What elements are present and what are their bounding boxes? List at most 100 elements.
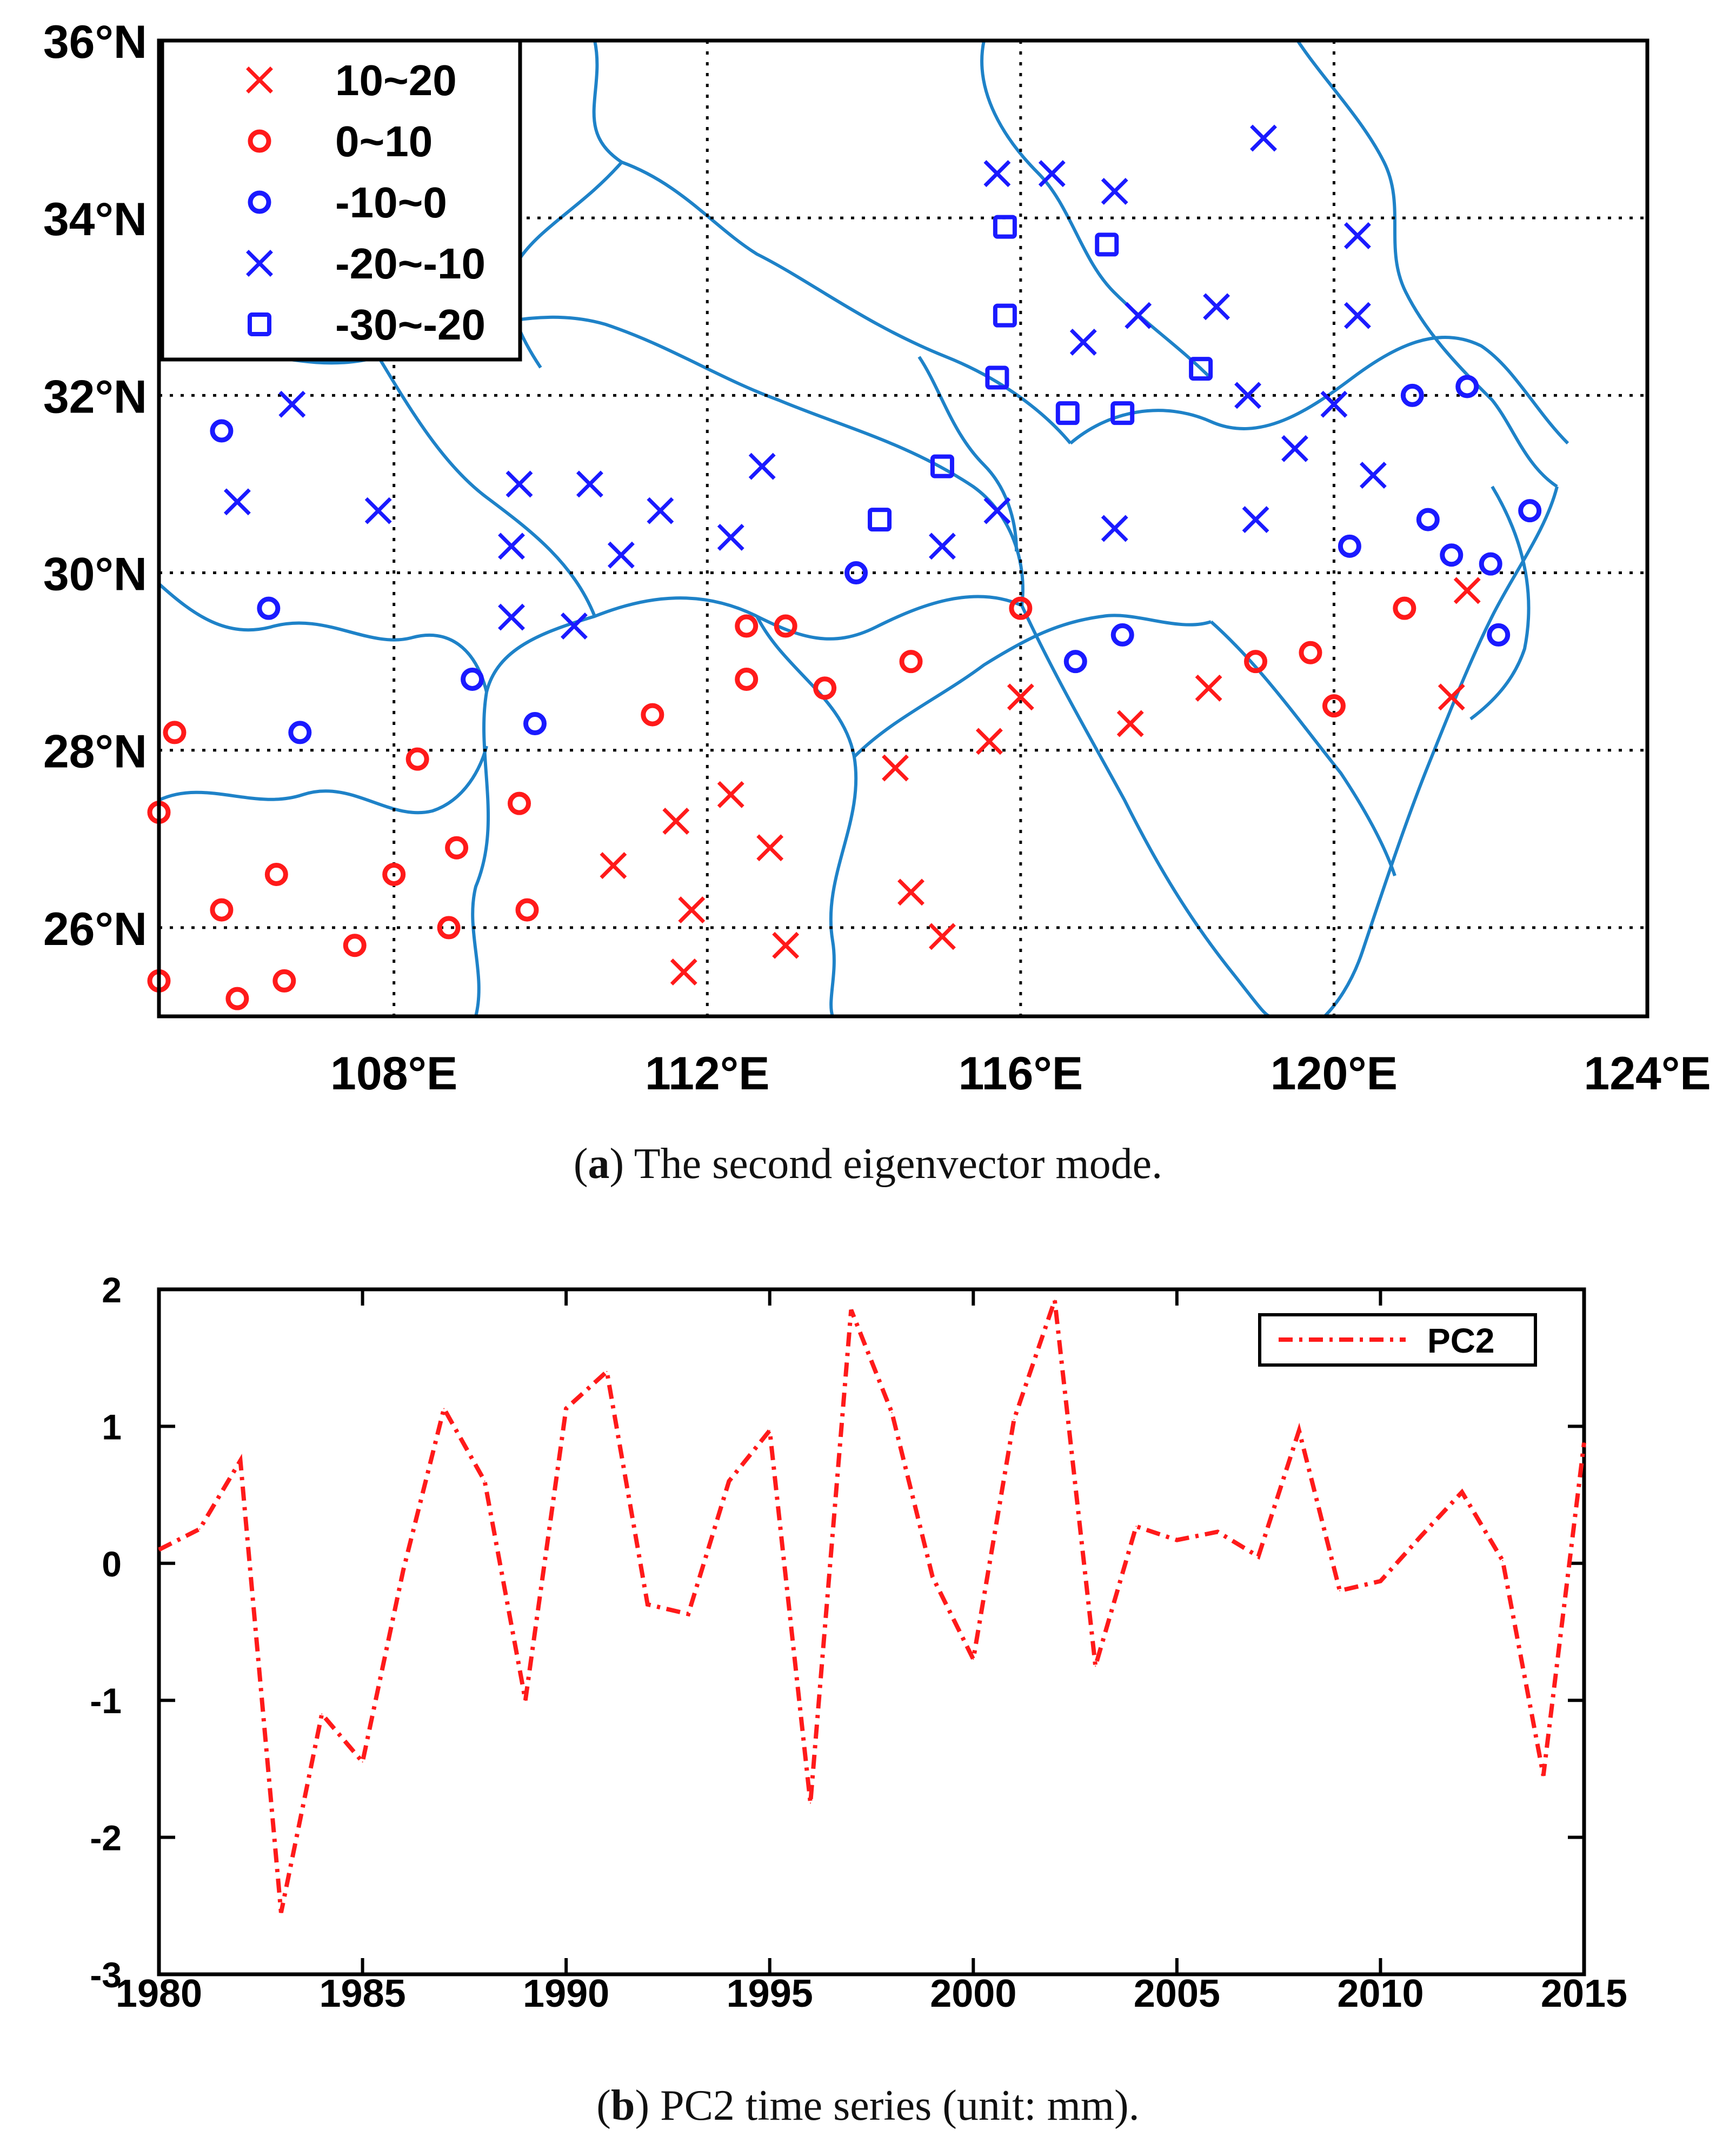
- ts-ticks: [157, 1288, 1586, 1976]
- station-marker-4-7: [1110, 401, 1135, 425]
- ts-frame: [157, 1287, 1586, 1976]
- station-marker-1-15: [735, 667, 759, 691]
- station-marker-2-0: [210, 419, 234, 443]
- ts-x-tick-1985: 1985: [319, 1972, 405, 2015]
- pc2-point-1987: [443, 1408, 445, 1409]
- pc2-point-2009: [1339, 1590, 1341, 1592]
- station-marker-4-3: [993, 303, 1017, 328]
- ts-y-tick-1: 1: [102, 1407, 122, 1447]
- ts-y-tick-1: -1: [90, 1681, 122, 1721]
- legend-marker-0-10: [248, 129, 271, 153]
- pc2-point-1983: [280, 1912, 282, 1913]
- ts-x-tick-labels: 1980 1985 1990 1995 2000 2005 2010 2015: [116, 1972, 1627, 2015]
- station-marker-1-23: [1322, 694, 1346, 718]
- map-x-tick-124: 124°E: [1584, 1048, 1711, 1100]
- pc2-point-2014: [1542, 1775, 1544, 1776]
- pc2-point-1997: [850, 1309, 852, 1311]
- ts-x-tick-1990: 1990: [523, 1972, 609, 2015]
- station-marker-0-15: [1453, 577, 1481, 604]
- legend-marker-20-10: [246, 250, 273, 277]
- station-marker-2-6: [1063, 650, 1087, 674]
- station-marker-4-1: [930, 454, 954, 478]
- station-marker-1-2: [210, 898, 234, 922]
- station-marker-0-5: [670, 958, 697, 986]
- pc2-point-2015: [1584, 1442, 1585, 1443]
- station-marker-1-5: [225, 987, 249, 1010]
- station-marker-0-4: [678, 896, 706, 924]
- pc2-point-1995: [769, 1430, 770, 1432]
- station-marker-3-28: [1359, 462, 1387, 489]
- station-marker-1-9: [405, 747, 429, 771]
- legend-marker-30-20: [248, 312, 271, 336]
- caption-a-label: a: [588, 1140, 610, 1188]
- station-marker-1-22: [1299, 641, 1322, 664]
- caption-a-text: The second eigenvector mode.: [634, 1140, 1163, 1188]
- station-marker-0-14: [1438, 683, 1465, 711]
- map-x-tick-120: 120°E: [1271, 1048, 1398, 1100]
- station-marker-2-11: [1440, 543, 1464, 567]
- pc2-point-2002: [1054, 1300, 1055, 1301]
- ts-legend-label: PC2: [1427, 1321, 1495, 1360]
- caption-b: (b) PC2 time series (unit: mm).: [596, 2082, 1140, 2129]
- map-x-tick-112: 112°E: [645, 1048, 770, 1100]
- pc2-point-2007: [1258, 1556, 1259, 1557]
- pc2-point-1984: [321, 1713, 323, 1715]
- station-marker-3-18: [1125, 302, 1152, 329]
- station-marker-0-3: [662, 808, 690, 835]
- station-marker-3-7: [576, 470, 603, 498]
- pc2-point-1992: [647, 1603, 648, 1605]
- station-marker-1-17: [774, 614, 797, 638]
- pc2-point-2001: [1013, 1419, 1015, 1420]
- station-marker-3-15: [1038, 160, 1066, 188]
- ts-legend-box: [1258, 1313, 1537, 1367]
- ts-x-tick-1980: 1980: [116, 1972, 202, 2015]
- station-marker-3-9: [647, 497, 674, 524]
- station-marker-1-8: [382, 862, 406, 886]
- station-marker-3-20: [1203, 293, 1231, 321]
- pc2-point-1994: [728, 1480, 730, 1482]
- pc2-point-2000: [973, 1659, 974, 1660]
- station-marker-3-22: [1242, 506, 1269, 534]
- station-marker-0-1: [756, 834, 784, 862]
- map-x-tick-108: 108°E: [330, 1048, 457, 1100]
- province-borders: [157, 39, 1569, 1018]
- station-marker-0-9: [928, 923, 956, 950]
- map-y-tick-32: 32°N: [43, 371, 147, 423]
- legend-label-1: 0~10: [335, 117, 433, 165]
- station-marker-3-27: [1343, 222, 1371, 249]
- station-marker-2-15: [1518, 499, 1542, 523]
- pc2-point-1982: [240, 1460, 241, 1461]
- map-y-tick-28: 28°N: [43, 726, 147, 778]
- station-marker-3-14: [983, 160, 1011, 188]
- pc2-point-2006: [1217, 1531, 1219, 1533]
- station-marker-2-9: [1400, 383, 1424, 407]
- map-y-tick-34: 34°N: [43, 194, 147, 245]
- ts-x-tick-2005: 2005: [1134, 1972, 1220, 2015]
- pc2-point-2011: [1420, 1535, 1422, 1537]
- station-marker-1-7: [343, 934, 367, 957]
- station-marker-4-8: [1189, 357, 1213, 381]
- station-marker-1-11: [445, 836, 469, 860]
- pc2-point-1989: [524, 1700, 526, 1701]
- pc2-point-1980: [158, 1549, 159, 1550]
- station-marker-0-0: [717, 781, 744, 808]
- pc2-point-1986: [402, 1569, 404, 1571]
- station-marker-4-0: [868, 508, 892, 532]
- station-marker-3-5: [498, 603, 525, 631]
- ts-y-tick-labels: -3 -2 -1 0 1 2: [90, 1270, 122, 1995]
- map-legend-box: [160, 38, 522, 362]
- station-marker-4-4: [993, 215, 1017, 239]
- station-marker-1-16: [735, 614, 759, 638]
- station-marker-3-6: [560, 613, 588, 640]
- pc2-point-1991: [606, 1371, 608, 1373]
- station-marker-1-12: [508, 791, 531, 815]
- station-marker-2-13: [1487, 623, 1511, 647]
- caption-b-text: PC2 time series (unit: mm).: [660, 2082, 1140, 2129]
- station-marker-2-3: [461, 667, 484, 691]
- pc2-point-1988: [484, 1480, 485, 1482]
- station-marker-3-19: [1101, 515, 1128, 542]
- station-marker-0-6: [772, 931, 800, 959]
- ts-x-tick-2015: 2015: [1541, 1972, 1627, 2015]
- station-marker-2-5: [844, 561, 868, 585]
- station-marker-1-21: [1244, 650, 1268, 674]
